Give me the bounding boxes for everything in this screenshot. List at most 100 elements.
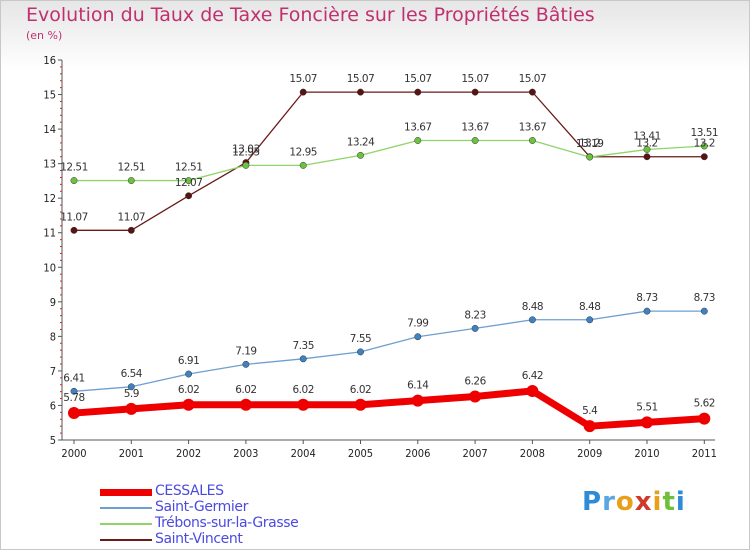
logo-letter: i [652, 487, 663, 517]
data-point [698, 412, 711, 425]
data-point [583, 420, 596, 433]
data-label: 12.51 [118, 162, 146, 174]
data-label: 11.07 [118, 211, 146, 223]
x-tick-label: 2004 [291, 447, 316, 460]
x-tick-label: 2011 [692, 447, 717, 460]
legend-swatch [100, 488, 152, 496]
data-label: 5.4 [582, 405, 598, 417]
data-label: 13.03 [232, 144, 260, 156]
series-line [73, 139, 705, 182]
data-point [125, 402, 138, 415]
data-label: 6.41 [63, 372, 84, 384]
logo-letter: P [582, 487, 603, 517]
data-point [68, 407, 80, 420]
data-point [700, 307, 708, 315]
data-point [70, 226, 78, 234]
x-tick-label: 2006 [405, 447, 430, 460]
data-point [242, 161, 250, 169]
data-label: 12.07 [175, 177, 203, 189]
legend-label: CESSALES [155, 483, 224, 499]
series-tr-bons-sur-la-grasse [70, 137, 708, 185]
y-tick-label: 9 [50, 296, 56, 309]
data-point [643, 146, 651, 153]
x-tick-label: 2008 [520, 447, 545, 460]
legend-label: Trébons-sur-la-Grasse [155, 515, 299, 531]
data-point [297, 398, 310, 411]
data-label: 7.55 [350, 333, 371, 345]
data-point [526, 384, 539, 397]
data-point [127, 226, 135, 234]
data-label: 13.67 [461, 121, 489, 133]
data-point [357, 151, 364, 159]
data-label: 13.67 [519, 121, 547, 133]
data-point [299, 88, 307, 96]
x-tick-label: 2001 [119, 447, 144, 460]
legend-swatch [100, 539, 152, 541]
y-tick-label: 10 [43, 261, 56, 274]
data-label: 5.78 [63, 392, 84, 404]
x-tick-label: 2007 [463, 447, 488, 460]
data-point [643, 307, 651, 315]
data-label: 13.24 [347, 136, 375, 148]
data-point [299, 355, 307, 363]
data-label: 6.02 [293, 384, 314, 396]
logo-letter: o [615, 487, 635, 517]
data-point [641, 416, 653, 429]
data-label: 13.19 [576, 138, 604, 150]
y-tick-label: 12 [43, 192, 56, 205]
data-point [239, 398, 252, 411]
data-point [528, 316, 536, 324]
x-tick-label: 2010 [634, 447, 659, 460]
data-label: 13.51 [691, 127, 719, 139]
data-label: 8.73 [636, 292, 657, 304]
data-label: 15.07 [404, 73, 432, 85]
data-point [357, 88, 364, 96]
data-label: 13.41 [633, 130, 661, 142]
data-label: 6.26 [464, 375, 486, 387]
data-label: 8.48 [579, 301, 600, 313]
data-point [182, 398, 195, 411]
data-point [700, 142, 708, 150]
series-line [70, 387, 708, 430]
data-point [70, 177, 78, 185]
logo-letter: r [602, 487, 616, 517]
y-tick-label: 8 [50, 330, 56, 343]
x-tick-label: 2005 [348, 447, 373, 460]
data-point [528, 137, 536, 144]
series-cessales [68, 384, 711, 433]
data-label: 15.07 [289, 73, 317, 85]
legend: CESSALES Saint-Germier Trébons-sur-la-Gras… [100, 483, 360, 548]
data-label: 12.51 [175, 162, 203, 174]
data-point [242, 360, 250, 368]
series-saint-germier [70, 307, 708, 395]
line-chart: 5 6 7 8 9 10 11 12 13 14 15 16 2000 2001 2002 2003 2004 2… [43, 54, 718, 460]
data-point [127, 177, 135, 185]
legend-item: Saint-Germier [100, 499, 360, 516]
legend-swatch [100, 523, 152, 525]
data-label: 15.07 [519, 73, 547, 85]
y-tick-label: 5 [50, 434, 56, 447]
unit-label: (en %) [26, 29, 63, 42]
y-tick-label: 15 [43, 89, 56, 102]
data-point [185, 370, 193, 378]
data-point [185, 192, 193, 200]
data-label: 15.07 [461, 73, 489, 85]
proxiti-logo: Proxiti [582, 487, 686, 517]
data-label: 13.2 [579, 138, 600, 150]
data-point [185, 177, 193, 185]
data-label: 7.35 [293, 340, 314, 352]
logo-letter: i [675, 487, 686, 517]
logo-letter: t [662, 487, 676, 517]
y-tick-label: 14 [43, 123, 56, 136]
data-label: 6.02 [178, 384, 199, 396]
data-label: 7.99 [407, 318, 428, 330]
data-label: 11.07 [60, 211, 88, 223]
x-tick-label: 2009 [577, 447, 602, 460]
data-label: 5.51 [636, 401, 657, 413]
axes: 5 6 7 8 9 10 11 12 13 14 15 16 2000 2001 2002 2003 2004 2… [43, 54, 716, 460]
data-label: 5.9 [124, 388, 139, 400]
logo-letter: x [634, 487, 653, 517]
data-point [643, 153, 651, 161]
data-labels-layer: 11.07 11.07 12.07 13.03 15.07 15.07 15.07 15.07… [60, 73, 718, 417]
data-point [414, 333, 422, 341]
